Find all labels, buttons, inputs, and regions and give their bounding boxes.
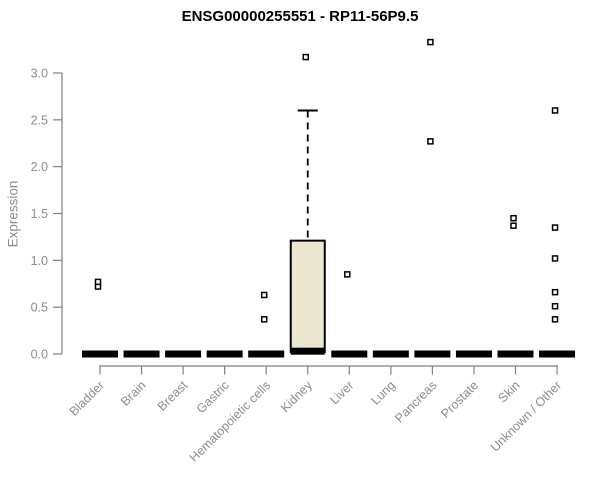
outlier-point — [551, 316, 559, 323]
outlier-point — [551, 224, 559, 231]
x-tick-label: Hematopoietic cells — [187, 378, 274, 465]
outlier-point — [260, 291, 268, 299]
outlier-point — [551, 302, 559, 310]
y-tick-label: 3.0 — [31, 67, 48, 81]
x-tick-label: Breast — [155, 378, 191, 414]
outlier-point — [551, 255, 559, 262]
median-bar — [82, 350, 118, 358]
x-tick-label: Liver — [327, 378, 356, 407]
x-tick-label: Prostate — [438, 378, 481, 421]
y-tick-label: 1.5 — [31, 207, 48, 221]
median-bar — [331, 350, 368, 358]
x-tick-label: Pancreas — [392, 378, 439, 425]
y-tick-label: 1.0 — [31, 254, 48, 268]
x-tick-label: Kidney — [278, 378, 315, 415]
chart-title: ENSG00000255551 - RP11-56P9.5 — [181, 8, 419, 25]
median-bar — [290, 347, 325, 355]
median-bar — [497, 350, 534, 358]
y-tick-label: 2.0 — [31, 160, 48, 174]
outlier-point — [427, 38, 434, 46]
median-bar — [414, 350, 451, 358]
y-tick-label: 0.5 — [31, 301, 48, 315]
outlier-point — [344, 271, 351, 278]
y-tick-label: 0.0 — [31, 348, 48, 362]
median-bar — [123, 350, 160, 358]
outlier-point — [302, 53, 309, 61]
median-bar — [372, 350, 409, 358]
outlier-point — [551, 107, 559, 114]
outlier-point — [551, 288, 559, 296]
x-tick-label: Skin — [496, 378, 523, 405]
median-bar — [165, 350, 202, 358]
x-tick-label: Gastric — [194, 378, 232, 416]
median-bar — [455, 350, 492, 358]
x-tick-label: Bladder — [67, 378, 107, 418]
outlier-point — [94, 278, 102, 286]
outlier-point — [260, 316, 268, 323]
x-tick-label: Unknown / Other — [488, 378, 564, 454]
median-bar — [248, 350, 285, 358]
outlier-point — [427, 138, 434, 145]
outlier-point — [510, 222, 517, 229]
outlier-point — [510, 214, 517, 222]
x-tick-label: Lung — [368, 378, 398, 408]
median-bar — [539, 350, 576, 358]
boxplot-box — [289, 239, 326, 354]
x-tick-label: Brain — [118, 378, 149, 409]
median-bar — [206, 350, 243, 358]
y-tick-label: 2.5 — [31, 113, 48, 127]
